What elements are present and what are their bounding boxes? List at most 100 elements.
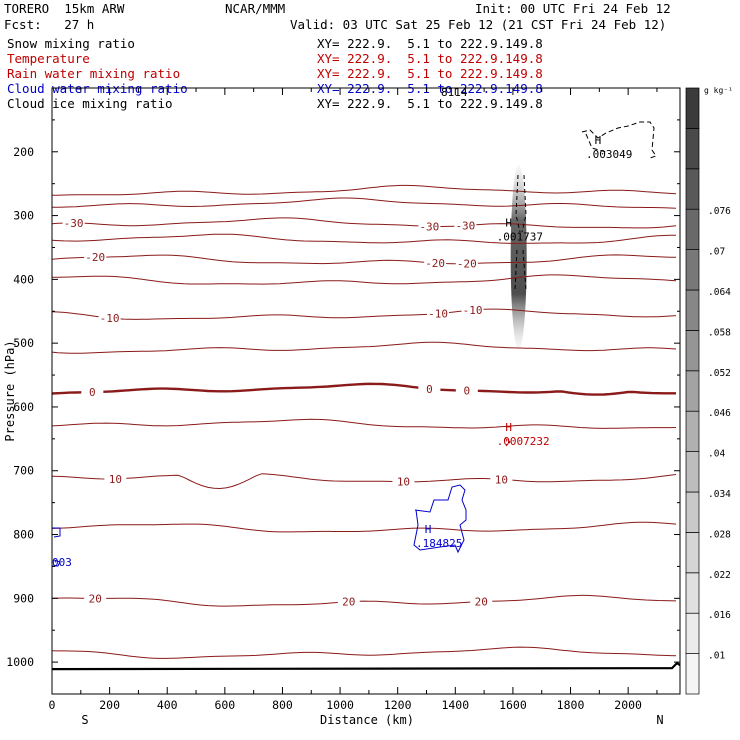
init-time: Init: 00 UTC Fri 24 Feb 12 xyxy=(475,1,671,16)
valid-time: Valid: 03 UTC Sat 25 Feb 12 (21 CST Fri … xyxy=(290,17,667,32)
isotherm-line xyxy=(51,382,676,396)
colorbar-segment xyxy=(685,370,700,412)
isotherm-line xyxy=(51,254,677,265)
maximum-marker: H xyxy=(595,134,602,147)
colorbar-label: .034 xyxy=(708,489,731,500)
colorbar-segment xyxy=(685,128,700,170)
colorbar-segment xyxy=(685,87,700,129)
isotherm-label: 0 xyxy=(426,383,433,396)
isotherm-label: -10 xyxy=(100,312,120,325)
field-xy-range: XY= 222.9. 5.1 to 222.9.149.8 xyxy=(317,96,543,111)
maximum-marker: H xyxy=(425,523,432,536)
isotherm-label: -30 xyxy=(64,217,84,230)
isotherm-line xyxy=(51,341,677,354)
field-name: Cloud ice mixing ratio xyxy=(7,96,173,111)
field-xy-range: XY= 222.9. 5.1 to 222.9.149.8 xyxy=(317,66,543,81)
x-tick-label: 800 xyxy=(272,698,293,712)
plot-frame xyxy=(51,87,681,695)
model-title: TORERO 15km ARW xyxy=(4,1,125,16)
x-tick-label: 1200 xyxy=(384,698,412,712)
isotherm-line xyxy=(51,594,677,607)
field-xy-range: XY= 222.9. 5.1 to 222.9.149.8 xyxy=(317,51,543,66)
cloud-water-overlap-label: 8114 xyxy=(441,86,468,99)
x-tick-label: 600 xyxy=(214,698,235,712)
colorbar-segment xyxy=(685,451,700,493)
isotherm-label-bg xyxy=(418,382,441,395)
isotherm-label-bg xyxy=(104,472,127,485)
colorbar-segment xyxy=(685,168,700,210)
isotherm-label: 20 xyxy=(89,592,102,605)
isotherm-label-bg xyxy=(427,307,450,320)
isotherm-label-bg xyxy=(455,384,478,397)
isotherm-label-bg xyxy=(424,256,447,269)
isotherm-label: 20 xyxy=(475,596,488,609)
maximum-value: .0007232 xyxy=(497,435,550,448)
org-label: NCAR/MMM xyxy=(225,1,286,16)
isotherm-label-bg xyxy=(84,592,107,605)
isotherm-label: -20 xyxy=(457,258,477,271)
colorbar-label: .04 xyxy=(708,449,725,460)
maximum-marker: H xyxy=(505,217,512,230)
colorbar-segment xyxy=(685,249,700,291)
colorbar-segment xyxy=(685,532,700,574)
x-tick-label: 1800 xyxy=(557,698,585,712)
y-tick-label: 700 xyxy=(13,464,34,478)
y-tick-label: 800 xyxy=(13,528,34,542)
isotherm-label-bg xyxy=(84,251,107,264)
field-name: Snow mixing ratio xyxy=(7,36,135,51)
maximum-value: .184825 xyxy=(416,537,462,550)
colorbar-label: .076 xyxy=(708,206,731,217)
isotherm-line xyxy=(51,646,677,659)
cloud-ice-contour xyxy=(581,121,657,159)
isotherm-label-bg xyxy=(392,475,415,488)
ground-line xyxy=(51,661,681,671)
isotherm-label: -10 xyxy=(428,308,448,321)
colorbar-segment xyxy=(685,289,700,331)
isotherm-label: -30 xyxy=(455,220,475,233)
isotherm-line xyxy=(52,274,677,285)
isotherm-label-bg xyxy=(81,386,104,399)
isotherm-label-bg xyxy=(470,595,493,608)
field-name: Temperature xyxy=(7,51,90,66)
isotherm-label: 20 xyxy=(342,596,355,609)
colorbar-segment xyxy=(685,653,700,695)
isotherm-label: 10 xyxy=(495,473,508,486)
isotherm-label-bg xyxy=(62,216,85,229)
y-tick-label: 600 xyxy=(13,400,34,414)
rain-contour xyxy=(504,437,511,447)
snow-shading xyxy=(510,164,527,350)
isotherm-label-bg xyxy=(418,220,441,233)
y-tick-label: 300 xyxy=(13,209,34,223)
y-tick-label: 200 xyxy=(13,145,34,159)
y-tick-label: 900 xyxy=(13,591,34,605)
colorbar-segment xyxy=(685,491,700,533)
isotherm-line xyxy=(51,308,677,320)
colorbar-unit: g kg⁻¹ xyxy=(704,86,733,95)
cloud-water-contour xyxy=(413,484,467,554)
isotherm-label: -30 xyxy=(419,220,439,233)
isotherm-label: 10 xyxy=(397,476,410,489)
colorbar-label: .058 xyxy=(708,327,731,338)
isotherm-line xyxy=(51,217,677,229)
colorbar-label: .028 xyxy=(708,529,731,540)
isotherm-label: -10 xyxy=(463,304,483,317)
isotherm-line xyxy=(51,418,677,429)
x-tick-label: 1600 xyxy=(499,698,527,712)
isotherm-label-bg xyxy=(455,257,478,270)
isotherm-line xyxy=(51,521,677,533)
colorbar-label: .016 xyxy=(708,610,731,621)
isotherm-label: 10 xyxy=(109,473,122,486)
colorbar-label: .052 xyxy=(708,368,731,379)
isotherm-label-bg xyxy=(454,219,477,232)
y-tick-label: 1000 xyxy=(6,655,34,669)
x-tick-label: 200 xyxy=(99,698,120,712)
x-axis-title: Distance (km) xyxy=(320,713,414,727)
x-tick-label: 1000 xyxy=(326,698,354,712)
y-tick-label: 500 xyxy=(13,336,34,350)
colorbar-label: .01 xyxy=(708,651,725,662)
colorbar-segment xyxy=(685,572,700,614)
maximum-marker: H xyxy=(505,421,512,434)
isotherm-line xyxy=(52,197,677,209)
colorbar-label: .046 xyxy=(708,408,731,419)
x-tick-label: 0 xyxy=(49,698,56,712)
